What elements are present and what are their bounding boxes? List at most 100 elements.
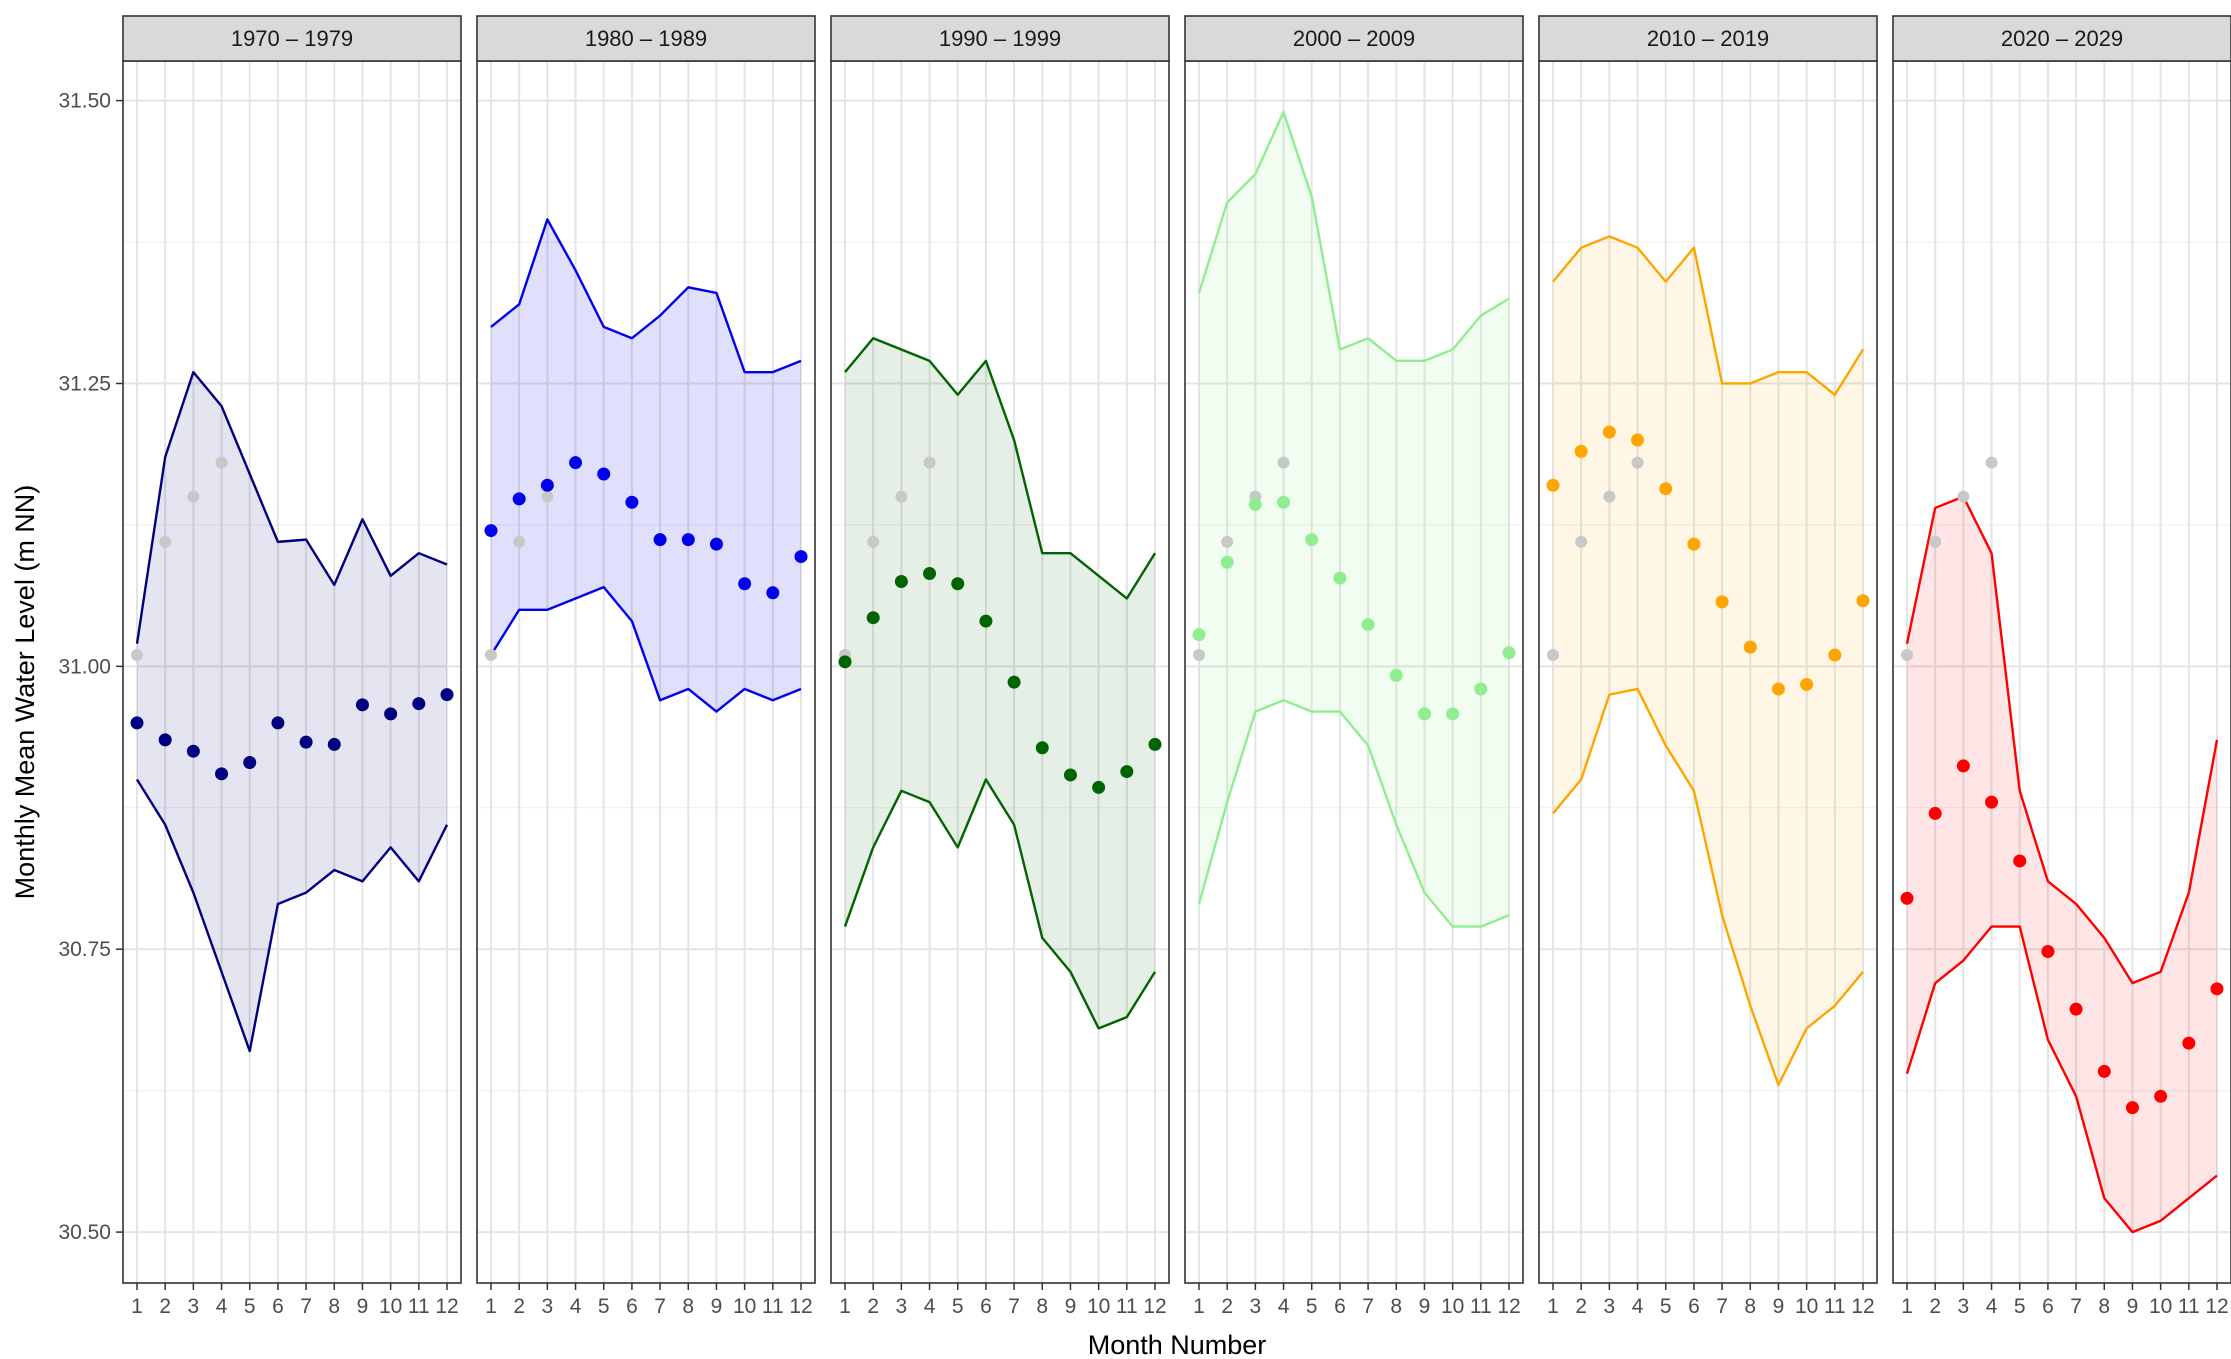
mean-point [1389, 668, 1403, 682]
mean-point [2182, 1036, 2196, 1050]
x-tick-label: 8 [682, 1295, 694, 1318]
mean-point [681, 533, 695, 547]
mean-point [979, 614, 993, 628]
mean-point [709, 537, 723, 551]
reference-point [1193, 649, 1205, 662]
mean-point [412, 697, 426, 711]
x-tick-label: 1 [1547, 1295, 1559, 1318]
mean-point [1361, 617, 1375, 631]
facet-strip [1538, 15, 1878, 62]
x-tick-label: 10 [379, 1295, 402, 1318]
x-tick-label: 4 [1278, 1295, 1290, 1318]
reference-point [131, 649, 143, 662]
x-tick-label: 6 [1688, 1295, 1700, 1318]
upper-bound-line [490, 218, 802, 374]
x-tick-label: 5 [1306, 1295, 1318, 1318]
x-tick-label: 12 [2205, 1295, 2228, 1318]
reference-point [1631, 456, 1644, 469]
mean-point [1474, 682, 1488, 696]
reference-point [1985, 456, 1998, 469]
reference-point [513, 535, 526, 548]
panel-background [1539, 61, 1877, 1283]
x-tick-label: 6 [1334, 1295, 1346, 1318]
mean-point [440, 688, 454, 702]
facet-strip [1892, 15, 2231, 62]
x-tick-label: 10 [1441, 1295, 1464, 1318]
lower-bound-line [1197, 699, 1510, 928]
x-tick-label: 11 [1470, 1295, 1492, 1318]
mean-point [653, 533, 667, 547]
x-tick-label: 6 [2042, 1295, 2054, 1318]
panel-background [1185, 61, 1523, 1283]
x-tick-label: 8 [2098, 1295, 2110, 1318]
x-tick-label: 3 [188, 1295, 200, 1318]
x-tick-label: 6 [272, 1295, 284, 1318]
mean-point [512, 492, 526, 506]
x-tick-label: 12 [1143, 1295, 1166, 1318]
facet-strip-label: 1980 – 1989 [585, 26, 707, 51]
x-tick-label: 7 [2070, 1295, 2082, 1318]
mean-point [1956, 759, 1970, 773]
reference-point [215, 456, 228, 469]
reference-point [1277, 456, 1290, 469]
x-tick-label: 9 [2127, 1295, 2139, 1318]
x-tick-label: 12 [1497, 1295, 1520, 1318]
x-tick-label: 11 [1824, 1295, 1846, 1318]
reference-point [1901, 649, 1913, 662]
mean-point [1856, 594, 1870, 608]
panel-background [831, 61, 1169, 1283]
y-tick-label: 30.50 [58, 1221, 111, 1244]
reference-point [867, 535, 880, 548]
upper-bound-line [844, 337, 1157, 600]
mean-point [1277, 495, 1291, 509]
mean-point [951, 577, 965, 591]
x-tick-label: 1 [485, 1295, 497, 1318]
x-tick-label: 4 [1632, 1295, 1644, 1318]
mean-point [1063, 768, 1077, 782]
x-tick-label: 11 [1116, 1295, 1138, 1318]
x-tick-label: 1 [839, 1295, 851, 1318]
mean-point [186, 744, 200, 758]
mean-point [1007, 675, 1021, 689]
lower-bound-line [489, 585, 802, 713]
mean-point [738, 577, 752, 591]
x-tick-label: 1 [1901, 1295, 1913, 1318]
x-tick-label: 6 [626, 1295, 638, 1318]
x-tick-label: 9 [1419, 1295, 1431, 1318]
x-tick-label: 11 [762, 1295, 784, 1318]
x-tick-label: 7 [1716, 1295, 1728, 1318]
x-tick-label: 12 [435, 1295, 458, 1318]
reference-point [1547, 649, 1559, 662]
mean-point [1771, 682, 1785, 696]
range-band [1199, 111, 1509, 927]
y-tick-label: 30.75 [58, 938, 111, 961]
mean-point [923, 567, 937, 581]
facet-strip [122, 15, 462, 62]
mean-point [1092, 780, 1106, 794]
x-tick-label: 2 [513, 1295, 525, 1318]
mean-point [1743, 640, 1757, 654]
range-band [137, 372, 447, 1052]
x-tick-label: 3 [1958, 1295, 1970, 1318]
x-tick-label: 5 [2014, 1295, 2026, 1318]
mean-point [766, 586, 780, 600]
x-tick-label: 11 [2178, 1295, 2200, 1318]
mean-point [1631, 433, 1645, 447]
x-tick-label: 6 [980, 1295, 992, 1318]
facet-strip [1184, 15, 1524, 62]
mean-point [2125, 1101, 2139, 1115]
mean-point [794, 550, 808, 564]
mean-point [2013, 854, 2027, 868]
mean-point [1800, 677, 1814, 691]
x-tick-label: 8 [1744, 1295, 1756, 1318]
x-tick-label: 10 [1087, 1295, 1110, 1318]
mean-point [1574, 444, 1588, 458]
mean-point [1120, 765, 1134, 779]
mean-point [569, 456, 583, 470]
panel-background [1893, 61, 2231, 1283]
mean-point [1546, 478, 1560, 492]
range-band [1907, 496, 2217, 1233]
mean-point [215, 767, 229, 781]
